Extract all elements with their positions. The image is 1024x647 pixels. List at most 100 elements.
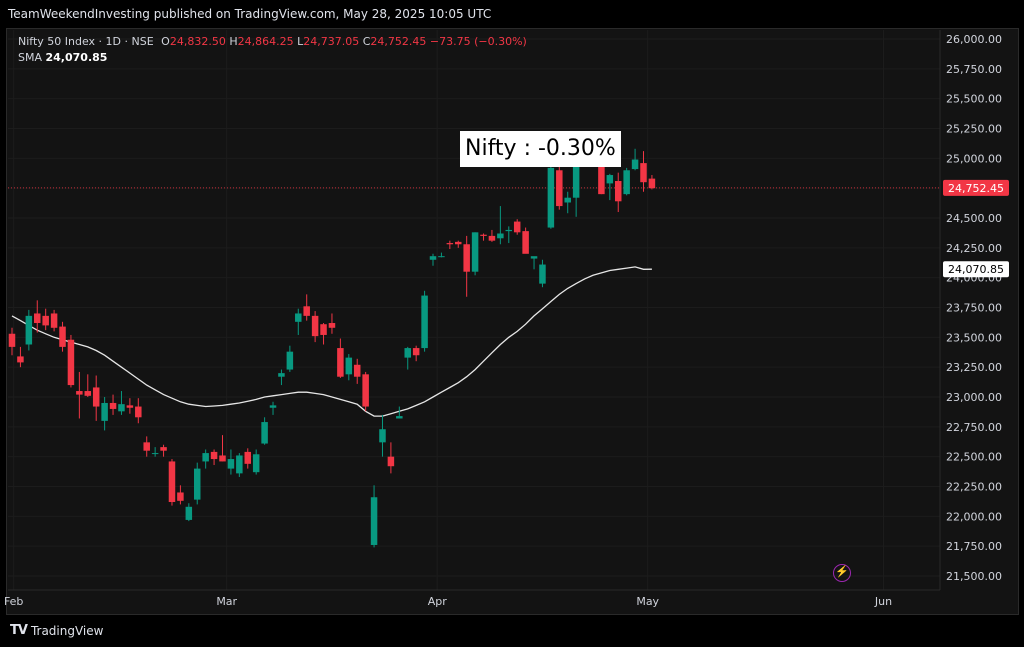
candle-body — [311, 315, 319, 337]
candle-body — [67, 339, 75, 386]
last-price-badge-label: 24,752.45 — [948, 182, 1004, 195]
candle-body — [513, 221, 521, 233]
candle-body — [640, 163, 647, 183]
y-tick-label: 25,750.00 — [946, 63, 1002, 76]
candle-body — [429, 256, 437, 260]
candle-body — [421, 295, 428, 349]
candle — [362, 371, 369, 412]
candle-body — [539, 264, 546, 284]
candle — [92, 375, 100, 421]
candle — [227, 449, 235, 475]
candle-body — [50, 313, 58, 328]
candles-layer — [8, 148, 656, 548]
candle-body — [598, 157, 605, 195]
candle — [328, 313, 336, 334]
candle — [219, 435, 226, 462]
sma-line — [11, 266, 652, 417]
y-tick-label: 26,000.00 — [946, 33, 1002, 46]
candle — [126, 398, 134, 414]
y-tick-label: 22,250.00 — [946, 481, 1002, 494]
candle — [109, 394, 117, 415]
candle-body — [84, 391, 92, 396]
sma-badge-bg — [943, 261, 1009, 278]
candle — [614, 172, 622, 213]
price-badges-layer: 24,752.45 24,070.85 — [943, 179, 1009, 278]
candle-body — [143, 442, 150, 451]
change-value: −73.75 (−0.30%) — [429, 35, 527, 48]
candle-body — [76, 391, 83, 395]
candle — [295, 308, 302, 335]
lightning-icon[interactable]: ⚡ — [833, 564, 851, 582]
candle — [261, 417, 268, 445]
close-value: 24,752.45 — [370, 35, 427, 48]
footer-bar — [0, 615, 1024, 647]
grid-layer — [8, 30, 940, 590]
candle — [539, 259, 546, 288]
candle-body — [547, 167, 555, 228]
candle-body — [488, 235, 496, 241]
sma-value: 24,070.85 — [45, 51, 108, 64]
candle — [497, 206, 504, 245]
candle — [556, 165, 563, 210]
candle — [84, 374, 92, 397]
candle — [185, 503, 193, 522]
candle-body — [471, 232, 479, 272]
publisher-line: TeamWeekendInvesting published on Tradin… — [0, 0, 1024, 28]
candle-body — [269, 405, 277, 408]
candle-body — [505, 229, 513, 232]
candle-body — [59, 326, 66, 347]
tv-icon: 𝗧𝗩 — [10, 623, 28, 638]
candle — [42, 308, 49, 331]
candle — [118, 391, 125, 415]
sma-layer — [11, 266, 652, 417]
y-tick-label: 22,750.00 — [946, 421, 1002, 434]
candle — [648, 175, 656, 190]
candle — [303, 294, 310, 321]
candle-body — [17, 356, 24, 363]
candle-body — [261, 422, 268, 444]
candle — [471, 232, 479, 276]
brand-label: TradingView — [30, 623, 104, 638]
candle — [210, 449, 218, 466]
candle-body — [631, 159, 639, 170]
candle — [446, 240, 454, 250]
low-value: 24,737.05 — [303, 35, 360, 48]
candle — [143, 436, 150, 457]
sma-label[interactable]: SMA — [18, 51, 42, 64]
x-tick-label: Feb — [4, 595, 23, 608]
sma-row: SMA 24,070.85 — [18, 50, 527, 66]
candle — [387, 442, 395, 474]
candle-body — [303, 306, 310, 316]
candle — [34, 300, 41, 333]
candle-body — [387, 456, 395, 467]
candle — [513, 219, 521, 235]
candle-body — [480, 234, 487, 236]
candle — [623, 167, 630, 196]
candle-body — [295, 313, 302, 322]
candle-body — [185, 506, 193, 520]
symbol-label[interactable]: Nifty 50 Index · 1D · NSE — [18, 35, 154, 48]
candle — [236, 453, 243, 477]
candle — [252, 449, 260, 475]
candle — [421, 290, 428, 352]
y-tick-label: 24,250.00 — [946, 242, 1002, 255]
candle-body — [126, 405, 134, 408]
candle-body — [219, 455, 226, 462]
candle-body — [497, 233, 504, 239]
candle — [564, 191, 571, 214]
candle-body — [202, 453, 209, 462]
y-axis-layer: 21,500.00 21,750.00 22,000.00 22,250.00 22,5… — [8, 30, 1002, 591]
last-price-badge-bg — [943, 179, 1009, 196]
candle — [640, 151, 647, 192]
candle-body — [353, 364, 361, 377]
candle-body — [530, 256, 538, 259]
x-tick-label: Mar — [216, 595, 237, 608]
x-tick-label: Apr — [428, 595, 448, 608]
candle — [379, 414, 386, 457]
candle-body — [556, 170, 563, 207]
tradingview-logo[interactable]: 𝗧𝗩 TradingView — [10, 623, 103, 638]
candle-body — [396, 416, 403, 419]
candle — [631, 148, 639, 171]
candle-body — [135, 406, 142, 418]
